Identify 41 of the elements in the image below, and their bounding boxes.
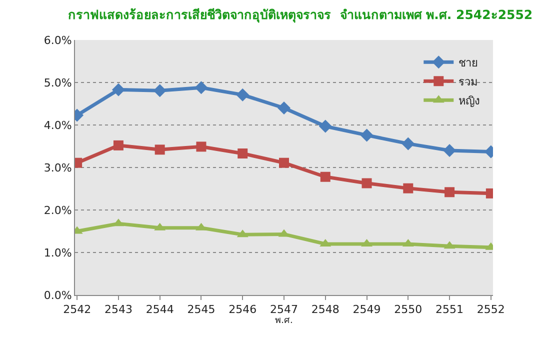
point <box>279 158 289 168</box>
point <box>443 144 456 157</box>
x-tick-label: 2546 <box>228 303 257 316</box>
y-tick-label: 1.0% <box>44 246 72 260</box>
y-tick-label: 3.0% <box>44 161 72 174</box>
point <box>360 128 374 142</box>
y-tick-label: 2.0% <box>44 204 72 217</box>
point <box>153 84 166 98</box>
point <box>362 178 372 188</box>
point <box>194 81 208 94</box>
y-tick-label: 0.0% <box>44 288 72 302</box>
x-tick-label: 2543 <box>104 303 132 316</box>
y-tick-label: 4.0% <box>44 118 72 132</box>
point <box>236 88 250 102</box>
x-tick-label: 2544 <box>146 303 174 316</box>
x-tick-label: 2547 <box>270 303 298 316</box>
x-tick-label: 2549 <box>352 303 381 316</box>
point <box>320 172 330 182</box>
x-tick-label: 2542 <box>63 303 92 316</box>
x-axis-title: พ.ศ. <box>275 316 293 326</box>
point <box>196 142 206 152</box>
point <box>402 137 415 150</box>
point <box>154 144 165 155</box>
x-tick-label: 2548 <box>311 303 340 316</box>
point <box>112 83 125 96</box>
chart-title: กราฟแสดงร้อยละการเสียชีวิตจากอุบัติเหตุจราจร จำแนกตามเพศ พ.ศ. 2542ะ2552 <box>68 6 533 23</box>
point <box>444 187 455 198</box>
point <box>318 120 332 133</box>
x-tick-label: 2550 <box>394 303 422 316</box>
legend-label: รวม <box>458 75 478 88</box>
legend-label: ชาย <box>458 56 478 70</box>
point <box>113 140 124 150</box>
y-tick-label: 5.0% <box>44 76 72 90</box>
x-tick-label: 2552 <box>476 303 505 316</box>
point <box>238 148 248 158</box>
legend-label: หญิง <box>458 94 480 108</box>
point <box>403 183 414 194</box>
x-tick-label: 2551 <box>436 303 464 316</box>
point <box>278 102 290 114</box>
x-tick-label: 2545 <box>187 303 216 316</box>
y-tick-label: 6.0% <box>44 34 72 47</box>
